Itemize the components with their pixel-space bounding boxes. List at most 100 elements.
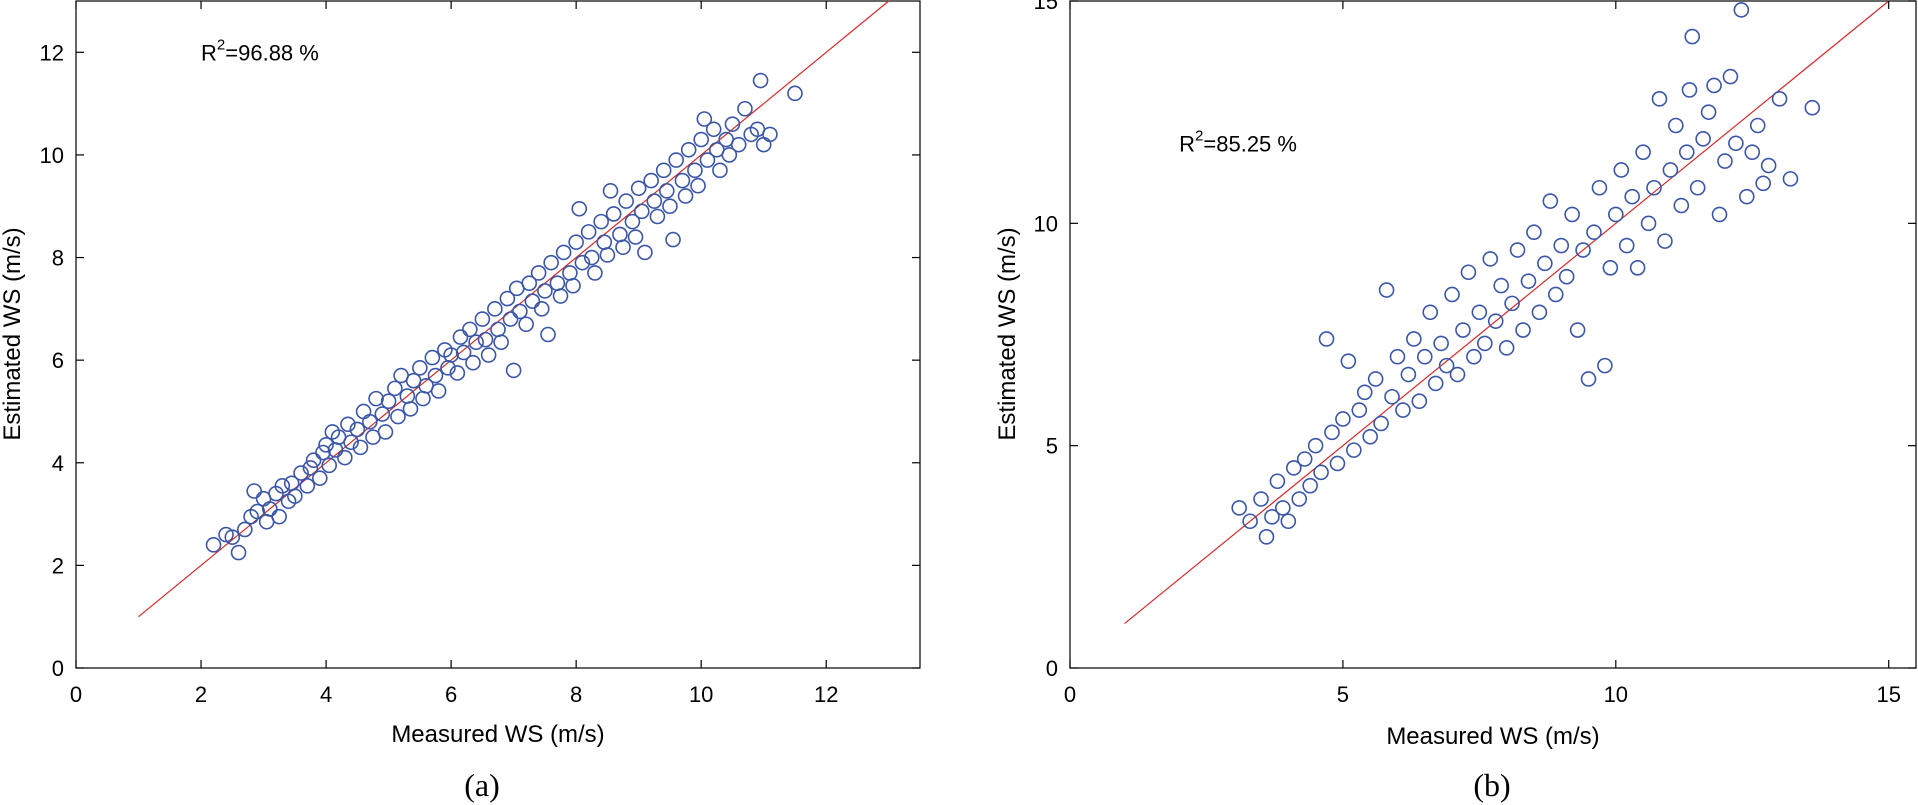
data-point [474,311,491,327]
data-point [680,141,697,158]
data-point [390,408,406,425]
data-point [580,224,597,240]
data-point [533,301,550,317]
data-point [1515,322,1531,338]
data-point [430,383,447,399]
data-point [1433,335,1449,352]
data-point [662,198,678,215]
data-point [599,247,616,263]
data-point [1564,206,1580,223]
data-point [1346,442,1362,458]
x-tick-label: 12 [814,682,838,707]
data-point [658,183,675,199]
data-point [540,326,556,343]
data-point [487,301,503,317]
data-point [524,293,541,309]
data-point [415,390,431,407]
data-point [787,85,803,102]
data-point [249,503,266,520]
data-point [637,244,653,261]
data-point [402,401,419,417]
data-point [377,424,394,440]
x-tick-label: 0 [1064,682,1076,707]
data-points-a [205,72,803,561]
data-point [1280,513,1297,530]
data-point [465,354,481,371]
data-point [1717,153,1733,169]
data-point [1591,179,1608,196]
data-point [1602,259,1619,276]
data-point [315,444,331,461]
data-point [1487,313,1504,329]
data-point [1580,371,1597,387]
y-tick-label: 5 [1046,434,1058,459]
data-point [1520,273,1537,289]
data-points-b [1231,2,1821,545]
y-axis-label-a: Estimated WS (m/s) [0,227,26,440]
data-point [602,183,619,199]
data-point [462,321,478,338]
data-point [368,390,384,407]
data-point [1739,188,1755,205]
data-point [1771,91,1788,107]
data-point [302,460,319,476]
data-point [596,234,613,250]
data-point [1253,491,1269,507]
data-point [1389,348,1406,365]
scatter-panel-a: 0 2 4 6 8 10 12 0 2 4 6 8 10 12 R2=96.88 % Measured … [0,0,921,803]
data-point [1329,455,1346,472]
data-point [565,277,581,294]
y-axis-label-b: Estimated WS (m/s) [994,227,1021,440]
data-point [1749,117,1766,134]
data-point [1313,464,1329,481]
data-point [1378,282,1395,298]
x-tick-label: 8 [570,682,582,707]
data-point [512,303,528,320]
y-tick-label: 0 [1046,656,1058,681]
data-point [455,344,472,361]
data-point [521,275,538,291]
data-point [246,483,262,499]
x-tick-label: 6 [445,682,457,707]
data-point [1684,28,1701,45]
data-point [1558,268,1575,285]
data-point [562,265,578,281]
x-tick-label: 0 [70,682,82,707]
data-point [1640,215,1657,232]
data-point [1569,322,1586,338]
y-tick-label: 10 [1034,211,1058,236]
data-point [1542,193,1559,209]
data-point [574,254,591,271]
data-point [618,193,634,209]
data-point [762,126,778,143]
data-point [1537,255,1553,272]
fit-line-b [1124,0,1890,624]
data-point [593,213,609,230]
data-point [205,537,222,553]
data-point [343,434,359,451]
data-point [224,529,241,545]
data-point [649,208,666,225]
data-point [693,131,709,148]
data-point [696,111,713,127]
data-point [305,452,322,469]
data-point [1695,131,1711,147]
data-point [312,470,328,486]
data-point [690,177,706,194]
data-point [1629,259,1646,276]
data-point [1335,411,1351,427]
data-point [271,508,287,525]
data-point [1804,99,1821,116]
data-point [712,162,728,179]
data-point [1438,357,1455,374]
data-point [1575,242,1591,258]
data-point [730,136,747,153]
data-point [262,501,278,517]
data-point [318,437,334,453]
data-point [1509,242,1526,258]
data-point [1722,68,1739,85]
x-ticks-a: 0 2 4 6 8 10 12 [70,1,838,707]
x-tick-label: 15 [1876,682,1900,707]
data-point [1651,91,1668,107]
data-point [1395,402,1411,418]
